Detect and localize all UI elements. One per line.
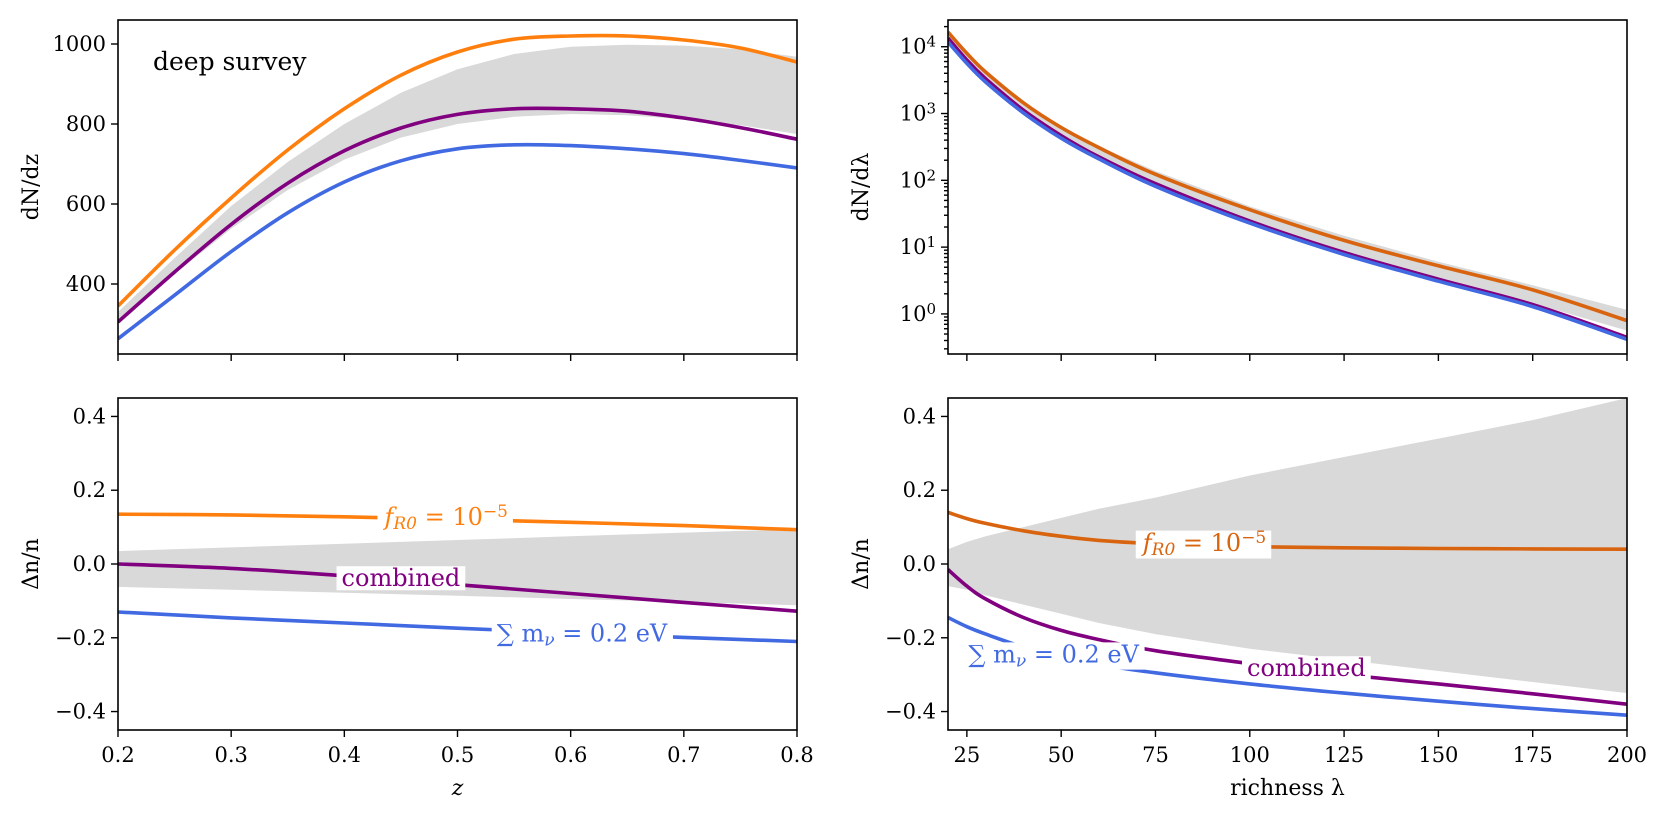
y-tick-label: 0.0 <box>903 552 936 576</box>
y-tick-label: −0.4 <box>885 700 936 724</box>
x-tick-label: 0.2 <box>101 743 134 767</box>
y-tick-label: 0.2 <box>73 478 106 502</box>
y-tick-label: 1000 <box>53 32 106 56</box>
y-tick-label: −0.4 <box>55 700 106 724</box>
series-label-combined: combined <box>342 564 461 592</box>
x-tick-label: 25 <box>953 743 980 767</box>
series-label-mnu: ∑ mν = 0.2 eV <box>968 640 1139 671</box>
label-knockout <box>963 642 1145 670</box>
survey-annotation: deep survey <box>153 47 307 76</box>
y-tick-label: 0.2 <box>903 478 936 502</box>
label-knockout <box>1135 530 1272 559</box>
panel-bottom-right: fR0 = 10−5 combined ∑ mν = 0.2 eV 25 50 75 100… <box>849 397 1647 801</box>
y-tick-label: −0.2 <box>885 626 936 650</box>
series-line-combined <box>948 568 1627 706</box>
series-line-fR0 <box>118 33 797 308</box>
series-line-mnu <box>118 610 797 644</box>
series-line-mnu <box>118 142 797 341</box>
y-tick-label: 400 <box>66 272 106 296</box>
x-tick-label: 0.7 <box>667 743 700 767</box>
x-tick-label: 100 <box>1230 743 1270 767</box>
series-label-combined: combined <box>1247 654 1366 682</box>
y-tick-label: −0.2 <box>55 626 106 650</box>
series-line-mnu <box>948 40 1627 341</box>
y-axis-label: dN/dλ <box>849 153 874 222</box>
x-tick-label: 75 <box>1142 743 1169 767</box>
y-tick-label: 104 <box>900 33 936 59</box>
plot-area <box>948 30 1627 341</box>
label-knockout <box>377 504 513 533</box>
x-tick-label: 200 <box>1607 743 1647 767</box>
x-tick-label: 150 <box>1418 743 1458 767</box>
y-axis-label: Δn/n <box>19 538 44 590</box>
x-axis-label: richness λ <box>1230 776 1345 801</box>
panel-top-left: 400 600 800 1000 dN/dz deep survey <box>19 19 798 361</box>
panel-bottom-left: fR0 = 10−5 combined ∑ mν = 0.2 eV 0.2 0.3 0.4… <box>19 397 814 801</box>
uncertainty-band <box>948 32 1627 331</box>
y-tick-label: 101 <box>900 233 936 259</box>
x-tick-label: 0.3 <box>214 743 247 767</box>
x-tick-label: 0.6 <box>554 743 587 767</box>
x-axis-label: z <box>451 776 464 801</box>
series-line-mnu <box>948 615 1627 717</box>
series-label-fR0: fR0 = 10−5 <box>1141 529 1266 561</box>
y-tick-label: 0.4 <box>903 404 936 428</box>
x-tick-label: 0.4 <box>328 743 361 767</box>
plot-area <box>118 33 797 341</box>
series-line-fR0 <box>948 30 1627 323</box>
y-tick-label: 103 <box>900 100 936 126</box>
x-tick-label: 0.5 <box>441 743 474 767</box>
y-tick-label: 0.0 <box>73 552 106 576</box>
x-tick-label: 125 <box>1324 743 1364 767</box>
y-tick-label: 100 <box>900 300 936 326</box>
label-knockout <box>1242 656 1371 681</box>
x-tick-label: 0.8 <box>780 743 813 767</box>
y-tick-label: 800 <box>66 112 106 136</box>
series-line-combined <box>948 36 1627 339</box>
y-tick-label: 102 <box>900 167 936 193</box>
y-tick-label: 0.4 <box>73 404 106 428</box>
series-line-combined <box>118 106 797 324</box>
x-tick-label: 50 <box>1048 743 1075 767</box>
label-knockout <box>336 566 466 591</box>
y-axis-label: dN/dz <box>19 154 44 220</box>
x-tick-label: 175 <box>1513 743 1553 767</box>
y-axis-label: Δn/n <box>849 538 874 590</box>
y-tick-label: 600 <box>66 192 106 216</box>
uncertainty-band <box>118 44 797 322</box>
series-label-fR0: fR0 = 10−5 <box>382 502 507 534</box>
label-knockout <box>491 621 673 649</box>
series-label-mnu: ∑ mν = 0.2 eV <box>497 619 668 650</box>
panel-top-right: 100 101 102 103 104 dN/dλ <box>849 19 1628 361</box>
